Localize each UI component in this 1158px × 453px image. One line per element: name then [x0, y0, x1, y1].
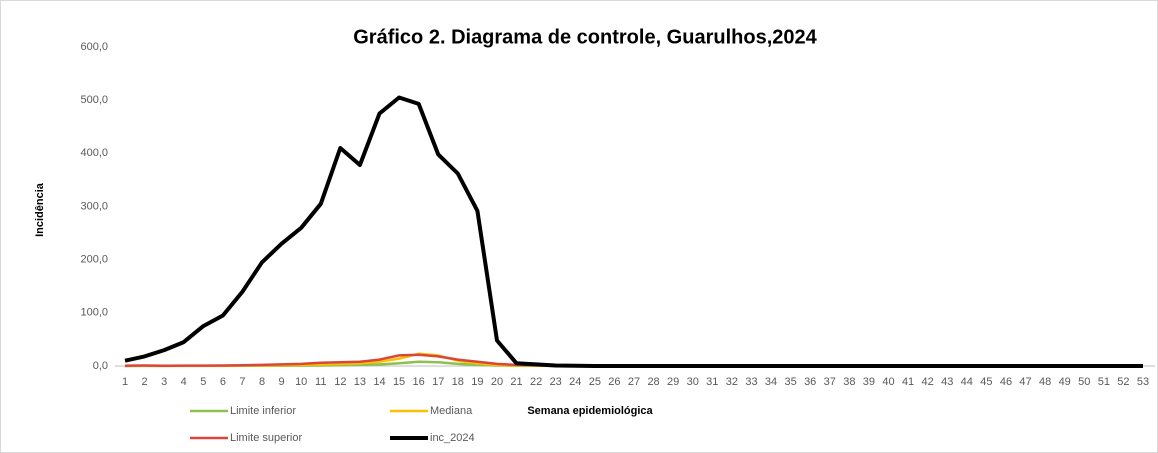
- x-tick-label: 42: [922, 376, 934, 388]
- x-tick-label: 34: [765, 376, 777, 388]
- y-tick-label: 100,0: [80, 307, 108, 319]
- x-tick-label: 2: [142, 376, 148, 388]
- x-tick-label: 44: [961, 376, 973, 388]
- x-tick-label: 4: [181, 376, 187, 388]
- x-tick-label: 26: [608, 376, 620, 388]
- x-tick-label: 53: [1137, 376, 1149, 388]
- x-tick-label: 17: [432, 376, 444, 388]
- x-tick-label: 38: [843, 376, 855, 388]
- x-tick-label: 39: [863, 376, 875, 388]
- x-tick-label: 47: [1019, 376, 1031, 388]
- y-tick-label: 600,0: [80, 41, 108, 53]
- x-tick-label: 45: [980, 376, 992, 388]
- x-tick-label: 22: [530, 376, 542, 388]
- legend-label: Limite superior: [230, 432, 302, 444]
- x-tick-label: 16: [413, 376, 425, 388]
- y-tick-label: 400,0: [80, 147, 108, 159]
- x-tick-label: 43: [941, 376, 953, 388]
- x-tick-label: 31: [706, 376, 718, 388]
- x-tick-label: 40: [882, 376, 894, 388]
- x-axis-title: Semana epidemiológica: [527, 405, 653, 417]
- legend-label: Limite inferior: [230, 405, 296, 417]
- x-tick-label: 15: [393, 376, 405, 388]
- series-line: [124, 95, 1143, 368]
- x-tick-label: 9: [279, 376, 285, 388]
- x-tick-label: 27: [628, 376, 640, 388]
- x-tick-label: 29: [667, 376, 679, 388]
- x-tick-label: 51: [1098, 376, 1110, 388]
- y-axis-title: Incidência: [34, 182, 46, 237]
- x-tick-label: 20: [491, 376, 503, 388]
- x-tick-label: 14: [373, 376, 385, 388]
- y-tick-label: 200,0: [80, 254, 108, 266]
- x-tick-label: 50: [1078, 376, 1090, 388]
- x-tick-label: 6: [220, 376, 226, 388]
- x-tick-label: 11: [315, 376, 326, 388]
- x-tick-label: 13: [354, 376, 366, 388]
- x-tick-label: 52: [1117, 376, 1129, 388]
- x-tick-label: 33: [745, 376, 757, 388]
- x-tick-label: 5: [200, 376, 206, 388]
- x-tick-label: 41: [902, 376, 914, 388]
- legend-label: Mediana: [430, 405, 473, 417]
- chart-title: Gráfico 2. Diagrama de controle, Guarulh…: [353, 26, 817, 48]
- x-tick-label: 49: [1059, 376, 1071, 388]
- y-tick-label: 0,0: [93, 360, 108, 372]
- x-tick-label: 36: [804, 376, 816, 388]
- x-tick-label: 48: [1039, 376, 1051, 388]
- x-tick-label: 10: [295, 376, 307, 388]
- legend-label: inc_2024: [430, 432, 475, 444]
- x-tick-label: 18: [452, 376, 464, 388]
- x-tick-label: 46: [1000, 376, 1012, 388]
- x-tick-label: 21: [510, 376, 522, 388]
- x-tick-label: 19: [471, 376, 483, 388]
- x-tick-label: 12: [334, 376, 346, 388]
- x-tick-label: 37: [824, 376, 836, 388]
- x-tick-label: 28: [647, 376, 659, 388]
- x-tick-label: 1: [122, 376, 128, 388]
- x-tick-label: 3: [161, 376, 167, 388]
- x-tick-label: 35: [784, 376, 796, 388]
- x-tick-label: 7: [239, 376, 245, 388]
- x-tick-label: 30: [687, 376, 699, 388]
- x-tick-label: 24: [569, 376, 581, 388]
- x-tick-label: 8: [259, 376, 265, 388]
- x-tick-label: 32: [726, 376, 738, 388]
- y-tick-label: 500,0: [80, 94, 108, 106]
- x-tick-label: 23: [550, 376, 562, 388]
- x-tick-label: 25: [589, 376, 601, 388]
- y-tick-label: 300,0: [80, 200, 108, 212]
